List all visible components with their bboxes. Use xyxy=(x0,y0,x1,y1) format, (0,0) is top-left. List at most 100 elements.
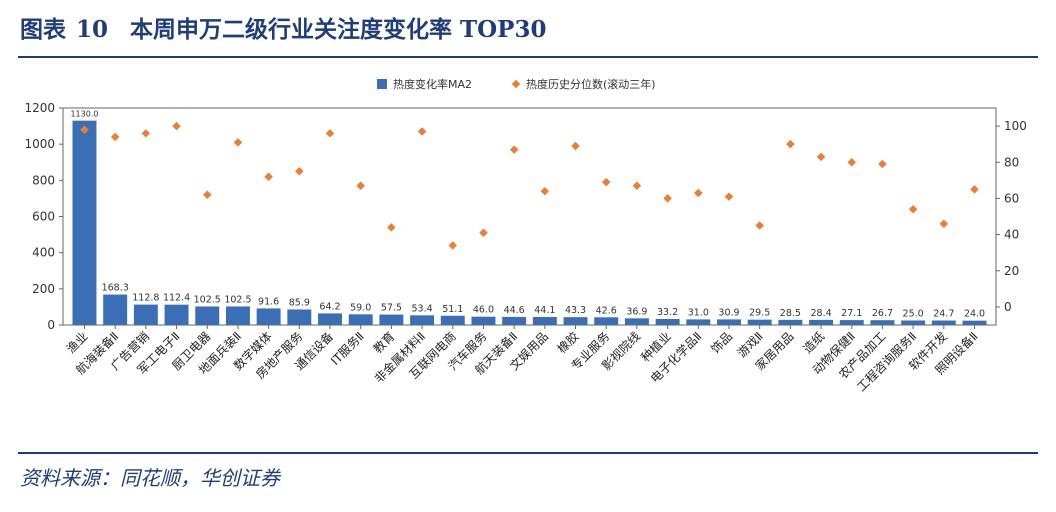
bar-value-label: 28.4 xyxy=(810,308,831,319)
figure-label: 图表 xyxy=(20,16,66,43)
scatter-point xyxy=(417,127,427,136)
bar-value-label: 36.9 xyxy=(626,306,647,317)
bar-value-label: 26.7 xyxy=(872,308,893,319)
bar xyxy=(624,318,649,325)
bar xyxy=(72,120,97,326)
bar xyxy=(348,314,373,325)
scatter-point xyxy=(755,221,764,230)
bar-value-label: 51.1 xyxy=(442,304,463,315)
y-left-tick-label: 0 xyxy=(47,318,55,332)
bar-value-label: 43.3 xyxy=(565,305,586,316)
bar-value-label: 44.6 xyxy=(504,305,525,316)
bar-value-label: 168.3 xyxy=(102,283,129,294)
scatter-point xyxy=(694,188,703,198)
bar xyxy=(931,320,956,325)
scatter-point xyxy=(110,132,120,142)
scatter-point xyxy=(847,158,856,167)
bar-value-label: 25.0 xyxy=(903,308,924,319)
bar xyxy=(747,319,772,325)
bar xyxy=(379,314,404,325)
plot-frame xyxy=(62,107,997,326)
source-divider xyxy=(18,452,1038,454)
bar xyxy=(225,306,250,325)
bar-value-label: 91.6 xyxy=(258,296,279,307)
y-left-tick-label: 200 xyxy=(32,282,55,296)
bar xyxy=(502,316,527,325)
bar-value-label: 31.0 xyxy=(688,307,709,318)
scatter-point xyxy=(632,181,642,191)
x-category-label: 造纸 xyxy=(800,329,827,356)
bar xyxy=(594,317,619,325)
bar-value-label: 112.8 xyxy=(132,293,159,304)
y-left-tick-label: 1000 xyxy=(24,137,55,151)
y-right-tick-label: 60 xyxy=(1004,191,1019,205)
figure-title-text: 本周申万二级行业关注度变化率 TOP30 xyxy=(130,16,547,43)
bar xyxy=(532,317,557,325)
scatter-point xyxy=(540,186,550,196)
scatter-point xyxy=(786,139,795,149)
scatter-point xyxy=(601,177,611,187)
bar-value-label: 30.9 xyxy=(718,307,739,318)
bar-value-label: 112.4 xyxy=(163,293,190,304)
bar xyxy=(655,318,680,325)
x-category-label: 橡胶 xyxy=(554,329,582,357)
scatter-point xyxy=(80,125,89,134)
bar-value-label: 64.2 xyxy=(319,301,340,312)
bar xyxy=(471,316,496,325)
y-left-tick-label: 800 xyxy=(32,173,55,187)
x-category-label: 教育 xyxy=(370,329,398,357)
scatter-point xyxy=(172,121,181,131)
bar xyxy=(839,320,864,325)
bar-value-label: 53.4 xyxy=(412,303,433,314)
bar xyxy=(164,304,189,325)
scatter-point xyxy=(724,192,734,201)
chart: 0 200 400 600 800 1000 1200 0 20 40 60 80 100 1130.0 渔… xyxy=(24,77,1027,394)
bar xyxy=(901,320,926,325)
y-left-tick-label: 1200 xyxy=(24,101,55,115)
legend-label-bars: 热度变化率MA2 xyxy=(393,77,472,91)
bar xyxy=(778,319,803,325)
bar xyxy=(195,306,220,325)
bar xyxy=(962,320,987,325)
bar-value-label: 102.5 xyxy=(194,294,221,305)
scatter-point xyxy=(509,145,519,154)
bar xyxy=(410,315,435,325)
bar xyxy=(440,315,465,325)
bar xyxy=(256,308,281,325)
scatter-point xyxy=(479,228,488,238)
scatter-point xyxy=(141,129,151,138)
scatter-point xyxy=(908,205,918,214)
bar-value-label: 27.1 xyxy=(841,308,862,319)
legend-swatch-bars xyxy=(377,79,387,89)
bar-value-label: 24.0 xyxy=(964,309,985,320)
scatter-point xyxy=(816,152,826,162)
scatter-point xyxy=(233,138,243,147)
bar xyxy=(563,317,588,325)
bar-value-label: 33.2 xyxy=(657,307,678,318)
bar-value-label: 28.5 xyxy=(780,308,801,319)
figure-number: 10 xyxy=(76,16,109,43)
bar xyxy=(717,319,741,325)
bar xyxy=(103,294,128,325)
y-right-tick-label: 0 xyxy=(1004,300,1012,314)
y-left-tick-label: 600 xyxy=(32,210,55,224)
x-category-label: IT服务Ⅱ xyxy=(327,329,366,368)
title-divider xyxy=(18,56,1038,58)
scatter-point xyxy=(571,141,580,151)
bar-value-label: 44.1 xyxy=(534,305,555,316)
bar-value-label: 24.7 xyxy=(933,309,954,320)
scatter-point xyxy=(325,129,335,138)
y-right-tick-label: 40 xyxy=(1004,228,1019,242)
y-right-tick-label: 100 xyxy=(1004,119,1027,133)
bar-value-label: 59.0 xyxy=(350,302,371,313)
bar xyxy=(686,319,711,325)
scatter-point xyxy=(264,172,273,181)
y-left-tick-label: 400 xyxy=(32,246,55,260)
legend-swatch-points xyxy=(511,79,521,89)
scatter-point xyxy=(203,190,212,200)
bar xyxy=(318,313,342,325)
legend-label-points: 热度历史分位数(滚动三年) xyxy=(526,77,656,91)
scatter-point xyxy=(448,241,458,250)
bar-value-label: 85.9 xyxy=(289,297,310,308)
x-category-label: 渔业 xyxy=(64,329,91,356)
